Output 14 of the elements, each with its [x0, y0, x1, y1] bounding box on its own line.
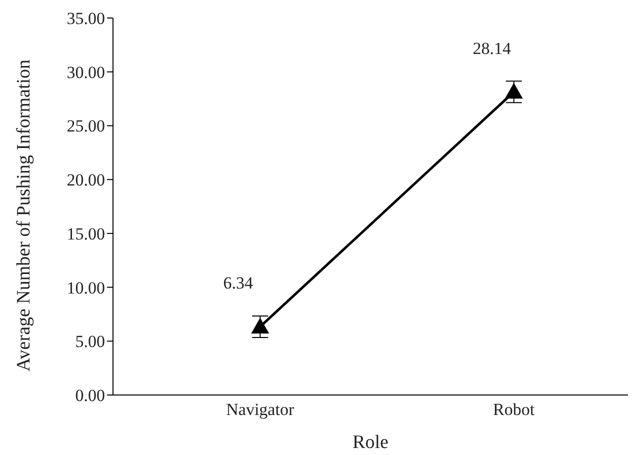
y-tick-label: 0.00 [75, 386, 105, 406]
y-tick-label: 15.00 [66, 224, 105, 244]
y-tick-label: 20.00 [66, 170, 105, 190]
y-tick-label: 30.00 [66, 62, 105, 82]
data-label: 6.34 [223, 274, 254, 293]
x-axis-title: Role [352, 432, 388, 453]
y-tick-label: 10.00 [66, 278, 105, 298]
y-axis-title: Average Number of Pushing Information [14, 58, 35, 372]
y-tick-label: 5.00 [75, 332, 105, 352]
data-label: 28.14 [472, 38, 512, 58]
x-tick-label: Robot [493, 400, 535, 420]
y-tick-label: 35.00 [66, 9, 105, 28]
y-tick-label: 25.00 [66, 116, 105, 136]
x-tick-label: Navigator [226, 400, 294, 420]
